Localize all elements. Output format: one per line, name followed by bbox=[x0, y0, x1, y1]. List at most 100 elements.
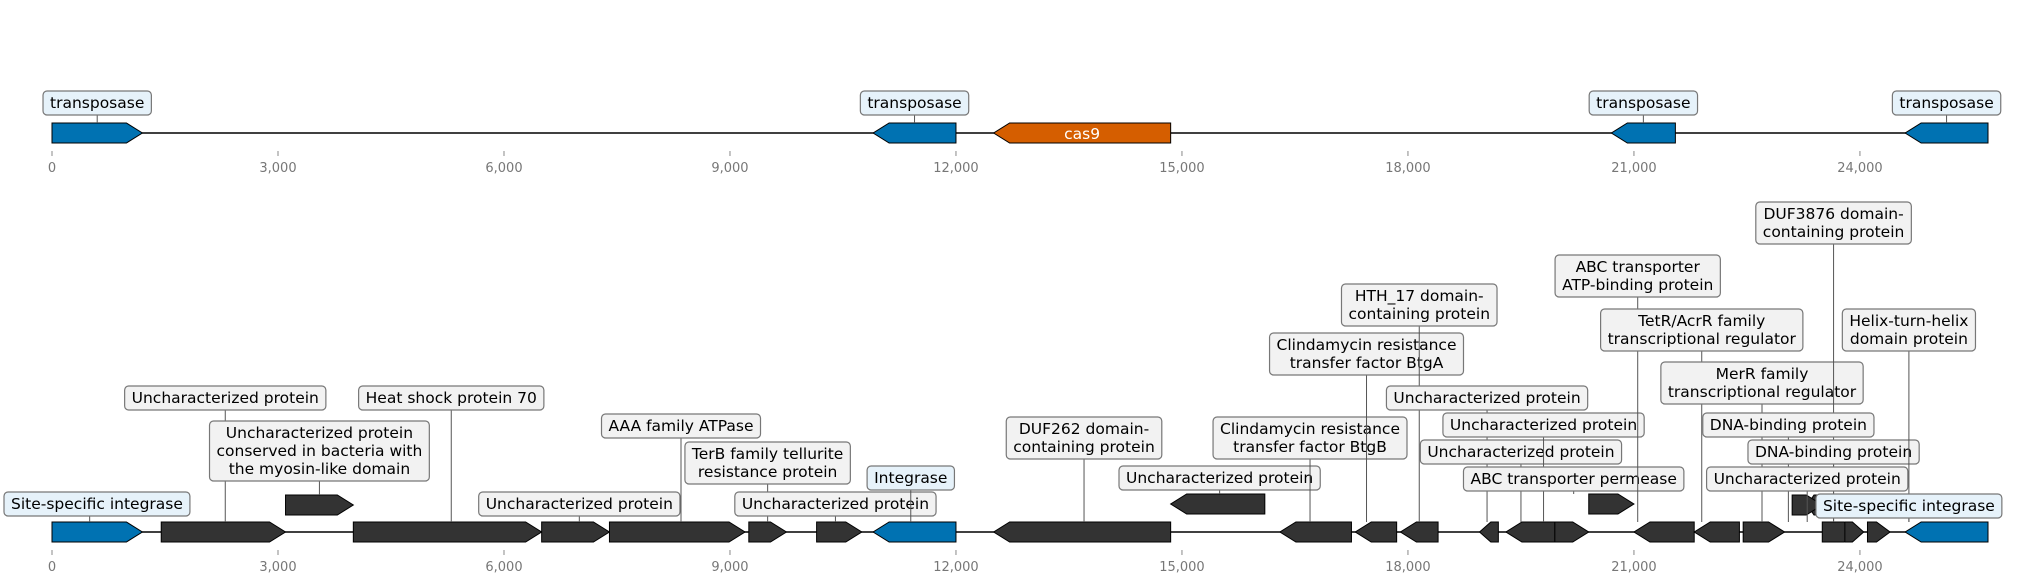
gene-label-text: conserved in bacteria with bbox=[217, 442, 423, 460]
gene-label-box bbox=[358, 385, 545, 411]
gene-label-box bbox=[1702, 412, 1875, 438]
gene-label-box bbox=[208, 420, 430, 482]
gene-label-text: containing protein bbox=[1013, 438, 1155, 456]
gene-label-text: transposase bbox=[867, 94, 961, 112]
gene-label-text: transfer factor BtgB bbox=[1233, 438, 1387, 456]
gene-arrow bbox=[1278, 521, 1352, 543]
axis-tick-label: 3,000 bbox=[259, 560, 296, 575]
axis-tick-label: 12,000 bbox=[933, 161, 979, 176]
axis-tick-label: 24,000 bbox=[1837, 161, 1883, 176]
gene-arrow bbox=[1742, 521, 1786, 543]
gene-label-text: Heat shock protein 70 bbox=[366, 389, 537, 407]
gene-label-box bbox=[1385, 385, 1589, 411]
gene-arrow-transposase bbox=[872, 122, 957, 144]
gene-label-text: Uncharacterized protein bbox=[132, 389, 319, 407]
gene-label-text: Uncharacterized protein bbox=[1714, 470, 1901, 488]
axis-tick-label: 3,000 bbox=[259, 161, 296, 176]
gene-label-box bbox=[1268, 332, 1465, 376]
gene-label-text: ABC transporter permease bbox=[1470, 470, 1676, 488]
gene-arrow-transposase bbox=[51, 122, 144, 144]
gene-label-box bbox=[3, 491, 191, 517]
gene-arrow bbox=[1904, 521, 1989, 543]
cas9-label: cas9 bbox=[1064, 125, 1100, 143]
gene-arrow bbox=[1169, 493, 1266, 515]
gene-arrow bbox=[748, 521, 788, 543]
gene-label-box bbox=[1747, 439, 1920, 465]
gene-label-text: TerB family tellurite bbox=[691, 445, 843, 463]
gene-arrow bbox=[51, 521, 144, 543]
axis-tick-label: 18,000 bbox=[1385, 560, 1431, 575]
gene-label-text: DNA-binding protein bbox=[1710, 416, 1867, 434]
gene-label-box bbox=[866, 465, 956, 491]
gene-arrow bbox=[816, 521, 863, 543]
gene-label-box bbox=[42, 90, 152, 116]
axis-tick-label: 9,000 bbox=[711, 161, 748, 176]
gene-label-box bbox=[1554, 254, 1721, 298]
gene-arrow-cas9 bbox=[992, 122, 1172, 144]
gene-label-text: Uncharacterized protein bbox=[486, 495, 673, 513]
gene-arrow bbox=[352, 521, 543, 543]
gene-label-text: Uncharacterized protein bbox=[742, 495, 929, 513]
gene-label-box bbox=[1212, 416, 1408, 460]
gene-label-text: HTH_17 domain- bbox=[1355, 287, 1484, 306]
gene-arrow bbox=[1866, 521, 1891, 543]
gene-arrow-transposase bbox=[1904, 122, 1989, 144]
gene-arrow bbox=[1504, 521, 1556, 543]
gene-label-text: Clindamycin resistance bbox=[1277, 336, 1457, 354]
gene-arrow-transposase bbox=[1610, 122, 1676, 144]
axis-tick-label: 15,000 bbox=[1159, 560, 1205, 575]
axis-tick-label: 0 bbox=[48, 161, 56, 176]
gene-label-box bbox=[1005, 416, 1163, 460]
gene-label-text: ATP-binding protein bbox=[1562, 276, 1713, 294]
gene-label-box bbox=[1340, 283, 1498, 327]
gene-label-box bbox=[600, 413, 762, 439]
gene-label-box bbox=[1600, 308, 1804, 352]
gene-label-text: domain protein bbox=[1850, 330, 1968, 348]
gene-label-text: transposase bbox=[1899, 94, 1993, 112]
gene-label-text: Helix-turn-helix bbox=[1849, 312, 1968, 330]
gene-label-text: transcriptional regulator bbox=[1668, 383, 1857, 401]
axis-tick-label: 21,000 bbox=[1611, 560, 1657, 575]
gene-label-text: Clindamycin resistance bbox=[1220, 420, 1400, 438]
gene-label-box bbox=[684, 441, 851, 485]
gene-label-text: DNA-binding protein bbox=[1755, 443, 1912, 461]
gene-label-text: TetR/AcrR family bbox=[1637, 312, 1765, 330]
axis-tick-label: 12,000 bbox=[933, 560, 979, 575]
gene-label-text: the myosin-like domain bbox=[229, 460, 410, 478]
gene-label-box bbox=[1815, 493, 2003, 519]
gene-label-box bbox=[124, 385, 327, 411]
gene-label-text: Site-specific integrase bbox=[1823, 497, 1995, 515]
gene-label-box bbox=[1462, 466, 1685, 492]
gene-label-text: Integrase bbox=[874, 469, 947, 487]
gene-label-text: Uncharacterized protein bbox=[1393, 389, 1580, 407]
gene-arrow bbox=[541, 521, 611, 543]
axis-tick-label: 6,000 bbox=[485, 560, 522, 575]
gene-label-box bbox=[1118, 465, 1321, 491]
gene-arrow bbox=[1633, 521, 1695, 543]
gene-label-text: Site-specific integrase bbox=[11, 495, 183, 513]
bottom-track: 0 3,000 6,000 9,000 12,000 15,000 18,000 21,000… bbox=[3, 201, 2003, 575]
gene-label-box bbox=[1755, 201, 1912, 245]
axis-tick-label: 6,000 bbox=[485, 161, 522, 176]
gene-arrow bbox=[872, 521, 957, 543]
top-track: 0 3,000 6,000 9,000 12,000 15,000 18,000 21,000… bbox=[42, 90, 2002, 176]
gene-arrow bbox=[160, 521, 287, 543]
gene-label-box bbox=[1419, 439, 1623, 465]
gene-label-text: transposase bbox=[1596, 94, 1690, 112]
gene-label-text: ABC transporter bbox=[1576, 258, 1701, 276]
gene-label-box bbox=[1442, 412, 1645, 438]
gene-label-box bbox=[734, 491, 937, 517]
gene-label-box bbox=[1588, 90, 1699, 116]
gene-label-text: Uncharacterized protein bbox=[1450, 416, 1637, 434]
gene-arrow bbox=[1844, 521, 1865, 543]
gene-label-text: DUF3876 domain- bbox=[1763, 205, 1903, 223]
gene-arrow bbox=[608, 521, 746, 543]
gene-arrow bbox=[1354, 521, 1398, 543]
gene-arrow bbox=[1693, 521, 1740, 543]
gene-label-text: containing protein bbox=[1763, 223, 1905, 241]
gene-label-box bbox=[1705, 466, 1909, 492]
gene-label-box bbox=[478, 491, 681, 517]
gene-label-text: transcriptional regulator bbox=[1608, 330, 1797, 348]
gene-label-text: transposase bbox=[50, 94, 144, 112]
